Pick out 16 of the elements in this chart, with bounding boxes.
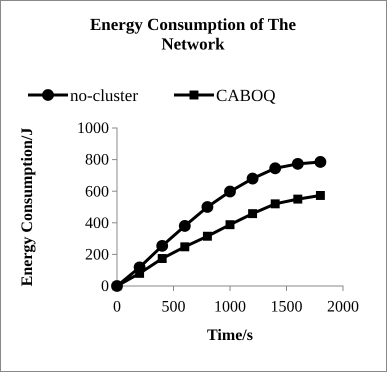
y-tick-label: 400 xyxy=(85,214,109,232)
y-axis-title: Energy Consumption/J xyxy=(19,128,36,286)
y-tick-label: 200 xyxy=(85,246,109,264)
chart-title: Energy Consumption of The Network xyxy=(90,15,296,54)
y-tick-label: 800 xyxy=(85,152,109,169)
x-tick-label: 1500 xyxy=(270,298,302,316)
legend-label: no-cluster xyxy=(70,86,138,105)
legend-label: CABOQ xyxy=(216,86,276,105)
x-tick-label: 1000 xyxy=(214,298,246,316)
x-axis-title: Time/s xyxy=(207,327,253,344)
y-tick-label: 600 xyxy=(85,183,109,200)
x-tick-label: 500 xyxy=(162,298,186,316)
y-tick-label: 0 xyxy=(101,278,109,296)
y-tick-label: 1000 xyxy=(77,120,109,138)
x-tick-label: 0 xyxy=(113,298,121,316)
x-tick-label: 2000 xyxy=(327,298,359,316)
